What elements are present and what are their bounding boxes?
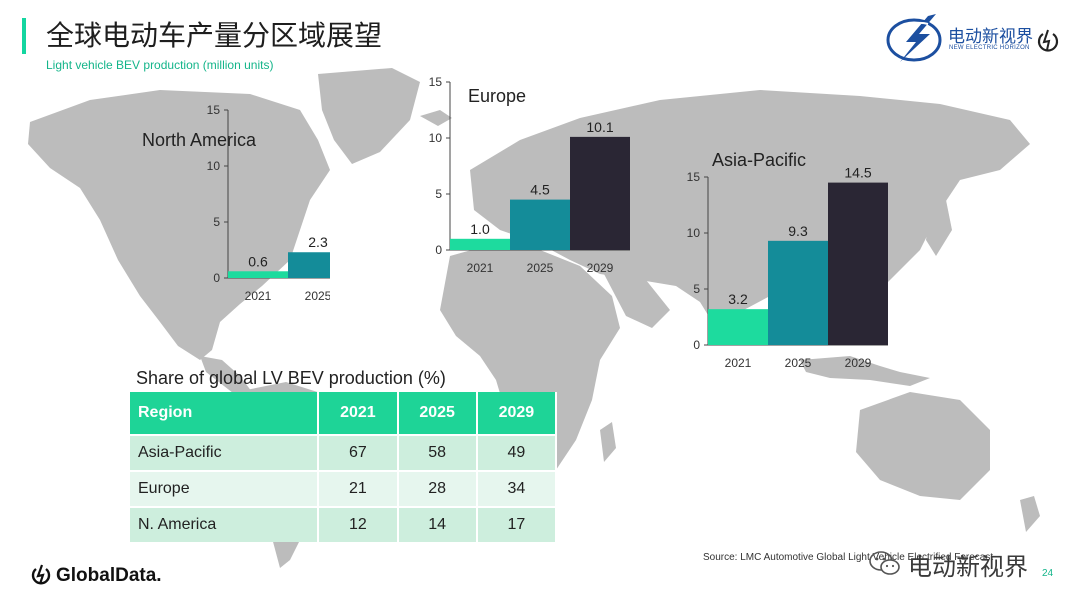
- bar-value-label: 9.3: [788, 223, 808, 239]
- x-tick-label: 2021: [467, 261, 494, 275]
- x-tick-label: 2029: [587, 261, 614, 275]
- x-tick-label: 2029: [845, 356, 872, 370]
- bar-value-label: 2.3: [308, 234, 328, 250]
- y-tick-label: 10: [687, 226, 701, 240]
- y-tick-label: 15: [207, 103, 221, 117]
- bar-2021: [450, 238, 510, 250]
- table-row: N. America 12 14 17: [130, 506, 557, 542]
- bar-2021: [228, 271, 288, 278]
- y-tick-label: 15: [429, 75, 443, 89]
- power-icon: [1037, 29, 1059, 52]
- asia-pacific-chart: 0 5 10 15 Asia-Pacific 3.2 2021 9.3 2025 14.5 2029: [687, 150, 888, 370]
- y-tick-label: 10: [429, 131, 443, 145]
- chart-title: Europe: [468, 86, 526, 106]
- x-tick-label: 2021: [725, 356, 752, 370]
- y-tick-label: 0: [435, 243, 442, 257]
- x-tick-label: 2025: [785, 356, 812, 370]
- table-row: Asia-Pacific 67 58 49: [130, 434, 557, 470]
- bar-value-label: 14.5: [844, 165, 871, 181]
- globaldata-brand: GlobalData.: [56, 565, 162, 586]
- table-cell: 28: [398, 470, 478, 506]
- y-tick-label: 5: [435, 187, 442, 201]
- table-cell: 21: [319, 470, 399, 506]
- watermark-text: 电动新视界: [908, 553, 1028, 581]
- bar-value-label: 3.2: [728, 291, 748, 307]
- y-tick-label: 5: [693, 282, 700, 296]
- header-2025: 2025: [398, 392, 478, 434]
- brand-logo-cn: 电动新视界: [948, 27, 1033, 47]
- table-cell: 49: [477, 434, 557, 470]
- x-tick-label: 2025: [305, 289, 330, 303]
- bar-value-label: 10.1: [586, 119, 613, 135]
- y-tick-label: 5: [213, 215, 220, 229]
- chart-title: Asia-Pacific: [712, 150, 806, 170]
- bar-2025: [288, 252, 330, 278]
- y-tick-label: 15: [687, 170, 701, 184]
- table-cell: 12: [319, 506, 399, 542]
- title-accent-bar: [22, 18, 26, 54]
- lightning-logo-icon: [886, 14, 942, 62]
- table-cell: N. America: [130, 506, 320, 542]
- bar-value-label: 4.5: [530, 182, 550, 198]
- y-tick-label: 0: [213, 271, 220, 285]
- table-cell: 34: [477, 470, 557, 506]
- bar-value-label: 1.0: [470, 221, 490, 237]
- header-region: Region: [130, 392, 320, 434]
- header-2029: 2029: [477, 392, 557, 434]
- bar-2029: [570, 136, 630, 250]
- table-cell: Europe: [130, 470, 320, 506]
- page-title: 全球电动车产量分区域展望: [46, 19, 383, 52]
- y-tick-label: 10: [207, 159, 221, 173]
- table-cell: 58: [398, 434, 478, 470]
- share-table: Region 2021 2025 2029 Asia-Pacific 67 58…: [130, 392, 557, 542]
- brand-logo-en: NEW ELECTRIC HORIZON: [949, 45, 1030, 51]
- bar-2025: [510, 199, 570, 250]
- wechat-watermark-icon: [869, 551, 900, 575]
- chart-title: North America: [142, 130, 257, 150]
- x-tick-label: 2025: [527, 261, 554, 275]
- table-cell: 67: [319, 434, 399, 470]
- table-cell: Asia-Pacific: [130, 434, 320, 470]
- table-row: Europe 21 28 34: [130, 470, 557, 506]
- x-tick-label: 2021: [245, 289, 272, 303]
- bar-2029: [828, 182, 888, 345]
- share-table-title: Share of global LV BEV production (%): [136, 368, 446, 388]
- europe-chart: 0 5 10 15 Europe 1.0 2021 4.5 2025 10.1 2029: [429, 75, 630, 275]
- globaldata-logo-icon: [31, 564, 51, 585]
- bar-value-label: 0.6: [248, 253, 268, 269]
- source-note: Source: LMC Automotive Global Light Vehi…: [703, 552, 994, 563]
- header-2021: 2021: [319, 392, 399, 434]
- table-cell: 14: [398, 506, 478, 542]
- page-subtitle: Light vehicle BEV production (million un…: [46, 58, 274, 72]
- bar-2025: [768, 240, 828, 345]
- table-cell: 17: [477, 506, 557, 542]
- table-header-row: Region 2021 2025 2029: [130, 392, 557, 434]
- page-number: 24: [1042, 568, 1054, 579]
- bar-2021: [708, 309, 768, 345]
- y-tick-label: 0: [693, 338, 700, 352]
